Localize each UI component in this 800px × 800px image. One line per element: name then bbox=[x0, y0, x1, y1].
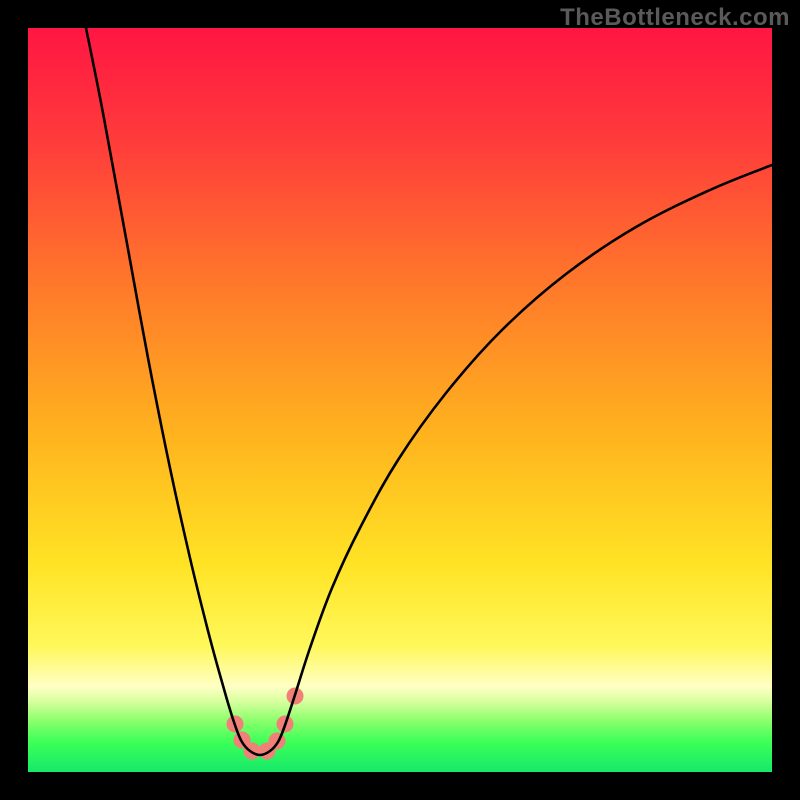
plot-background bbox=[28, 28, 772, 772]
bottleneck-curve bbox=[86, 28, 772, 755]
chart-frame bbox=[0, 0, 800, 800]
watermark-text: TheBottleneck.com bbox=[560, 4, 790, 32]
valley-marker bbox=[269, 733, 285, 749]
curve-layer bbox=[28, 28, 772, 772]
valley-markers bbox=[227, 688, 303, 759]
